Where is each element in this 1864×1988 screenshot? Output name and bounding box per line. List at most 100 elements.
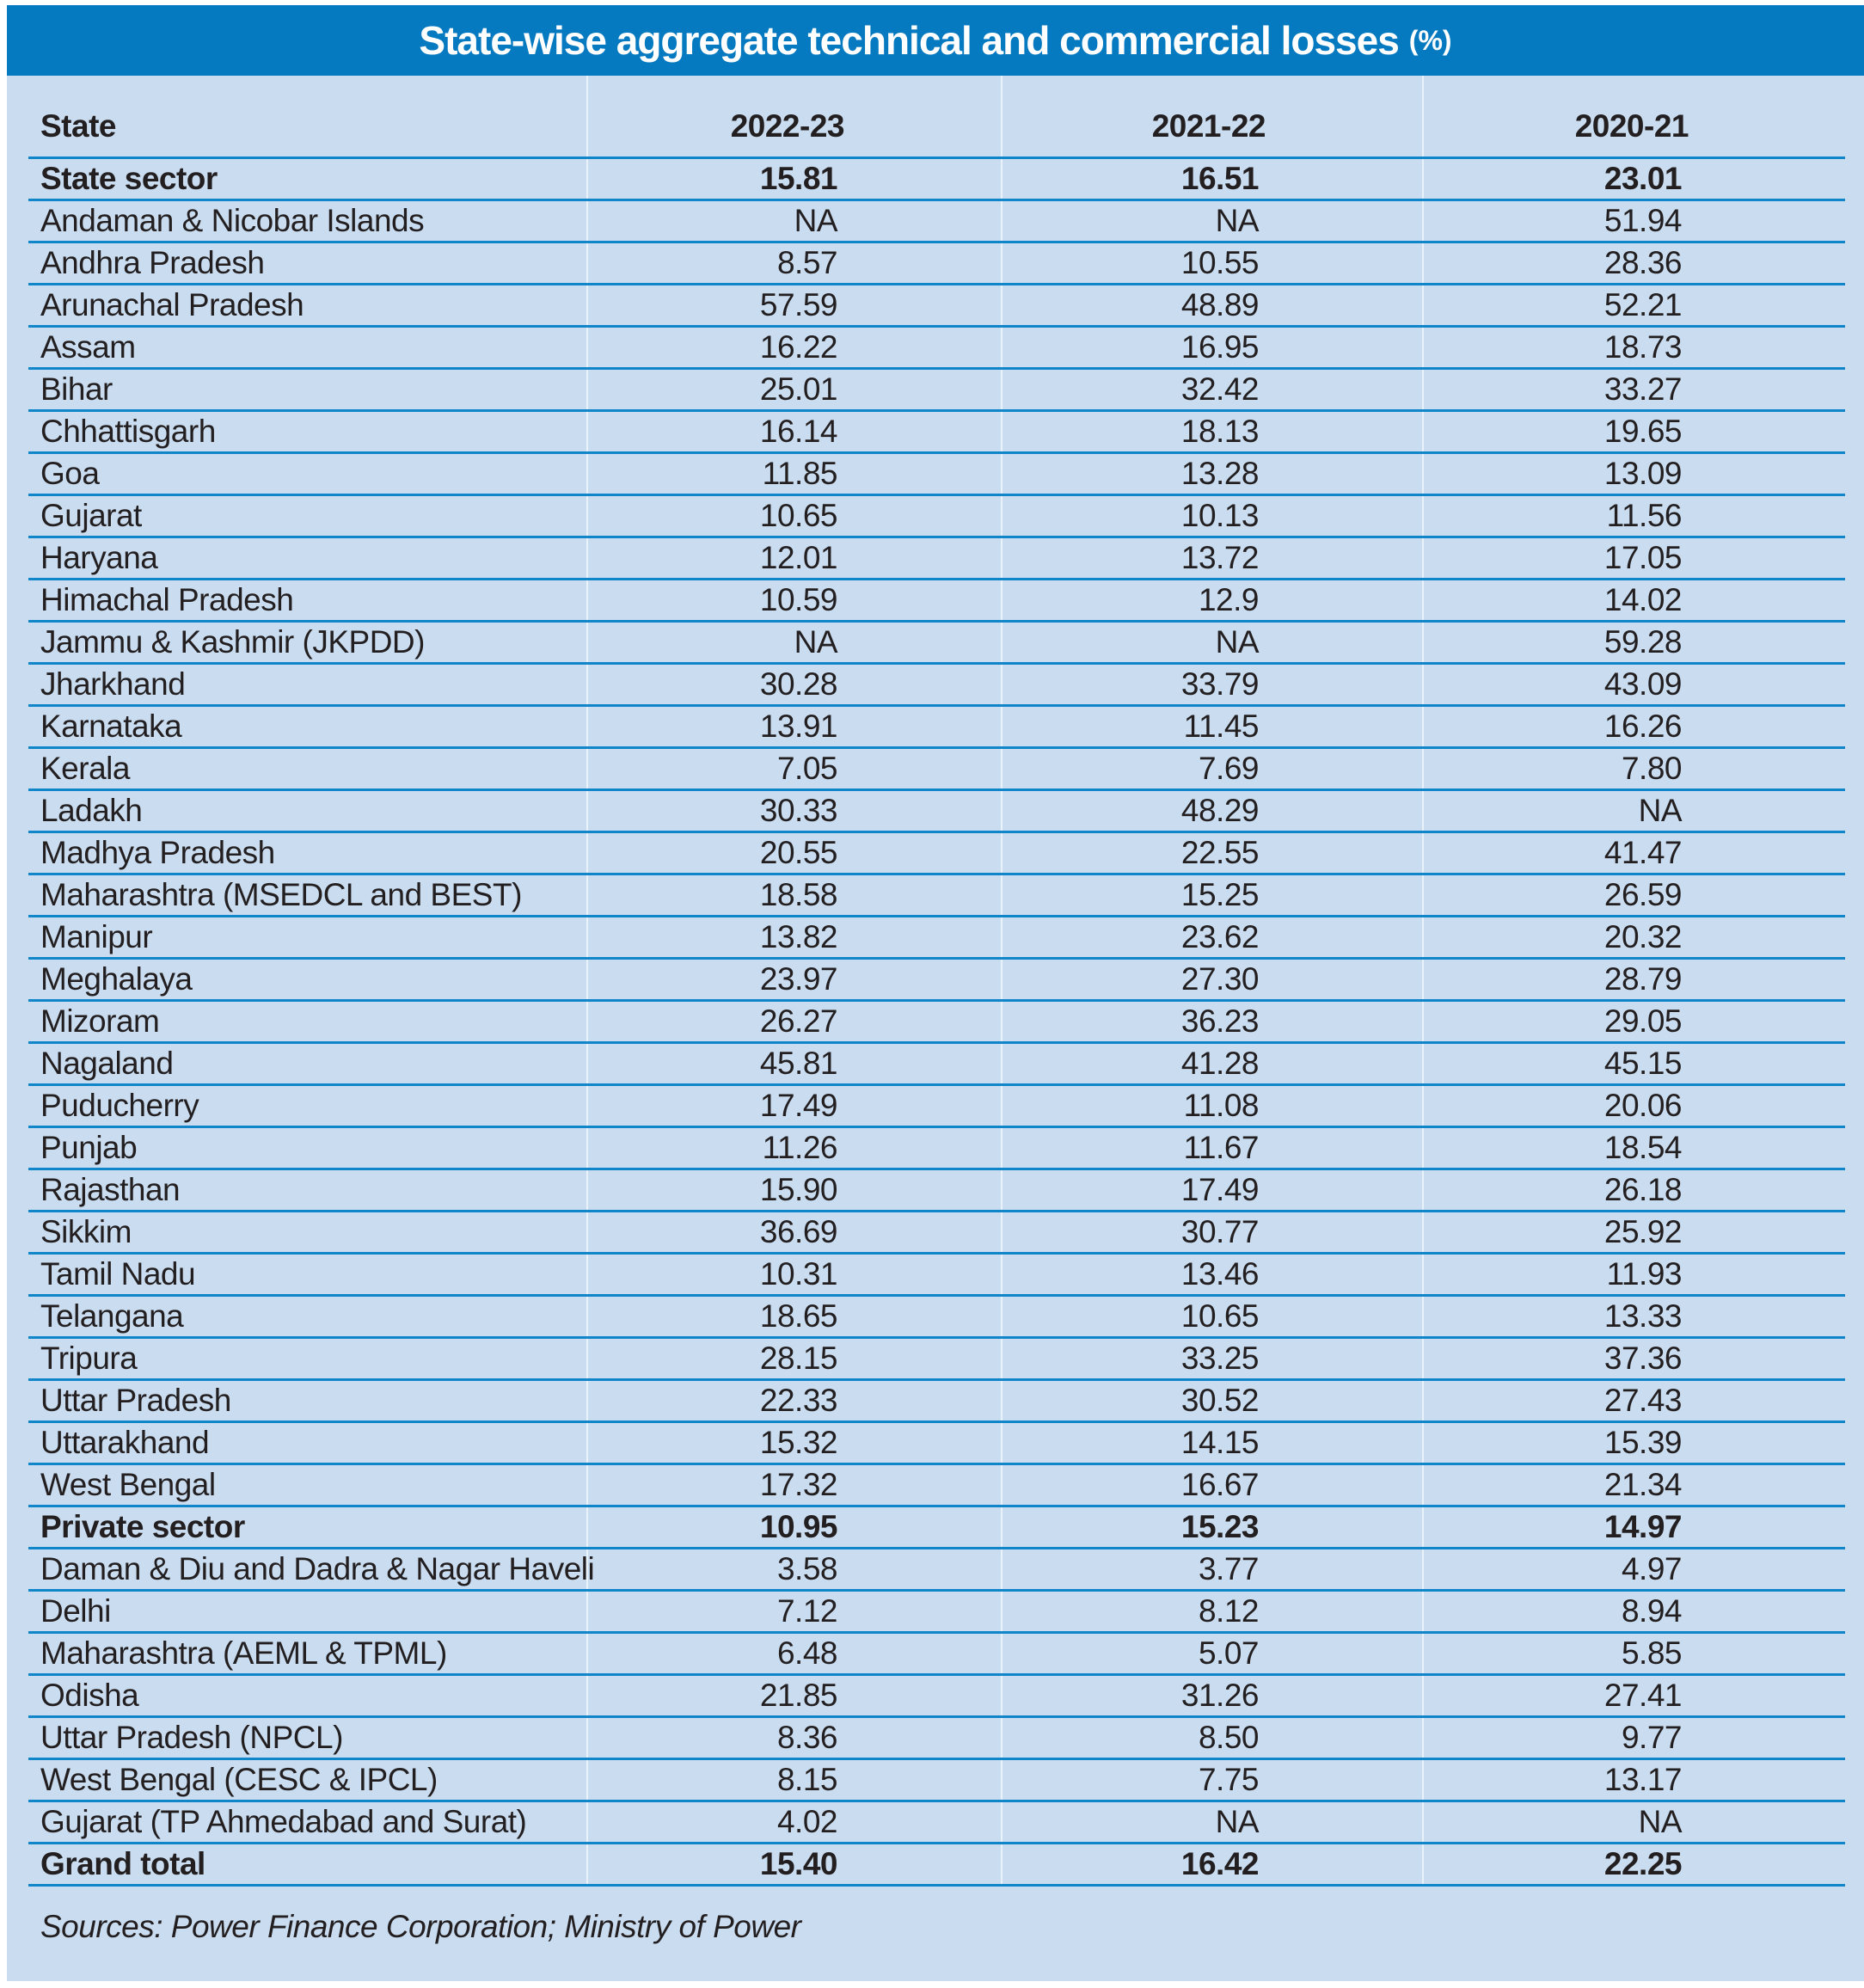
value-cell-2020-21: 43.09 [1422, 663, 1845, 707]
value-cell-2020-21: 15.39 [1422, 1421, 1845, 1465]
value-cell-2021-22: 7.69 [1001, 747, 1423, 791]
value-cell-2021-22: 11.45 [1001, 705, 1423, 749]
table-row: Kerala 7.05 7.69 7.80 [28, 747, 1845, 791]
value-cell-2021-22: 16.67 [1001, 1463, 1423, 1507]
state-cell: Madhya Pradesh [28, 831, 587, 875]
value-cell-2020-21: 7.80 [1422, 747, 1845, 791]
table-row: Bihar 25.01 32.42 33.27 [28, 368, 1845, 412]
value-cell-2020-21: 11.56 [1422, 494, 1845, 538]
state-cell: Telangana [28, 1295, 587, 1339]
value-cell-2022-23: 7.05 [586, 747, 1002, 791]
value-cell-2021-22: 13.28 [1001, 452, 1423, 496]
value-cell-2022-23: 12.01 [586, 537, 1002, 580]
value-cell-2020-21: 21.34 [1422, 1463, 1845, 1507]
state-cell: Rajasthan [28, 1169, 587, 1212]
state-cell: West Bengal [28, 1463, 587, 1507]
value-cell-2020-21: 22.25 [1422, 1843, 1845, 1887]
value-cell-2021-22: 5.07 [1001, 1632, 1423, 1676]
value-cell-2022-23: 11.26 [586, 1126, 1002, 1170]
value-cell-2021-22: 27.30 [1001, 958, 1423, 1002]
state-cell: Sikkim [28, 1211, 587, 1255]
table-row: Nagaland 45.81 41.28 45.15 [28, 1042, 1845, 1086]
value-cell-2020-21: 13.17 [1422, 1758, 1845, 1802]
table-row: Gujarat 10.65 10.13 11.56 [28, 494, 1845, 538]
value-cell-2022-23: 57.59 [586, 284, 1002, 328]
state-cell: Tamil Nadu [28, 1253, 587, 1297]
state-cell: Puducherry [28, 1084, 587, 1128]
value-cell-2022-23: NA [586, 621, 1002, 665]
value-cell-2022-23: 10.59 [586, 579, 1002, 623]
table-row: Chhattisgarh 16.14 18.13 19.65 [28, 410, 1845, 454]
losses-table: State 2022-23 2021-22 2020-21 State sect… [28, 76, 1845, 1887]
table-row: Arunachal Pradesh 57.59 48.89 52.21 [28, 284, 1845, 328]
value-cell-2022-23: 15.40 [586, 1843, 1002, 1887]
value-cell-2020-21: 13.33 [1422, 1295, 1845, 1339]
value-cell-2022-23: 10.65 [586, 494, 1002, 538]
value-cell-2021-22: 17.49 [1001, 1169, 1423, 1212]
value-cell-2022-23: NA [586, 199, 1002, 243]
table-header: State 2022-23 2021-22 2020-21 [28, 76, 1845, 159]
losses-panel: State-wise aggregate technical and comme… [7, 5, 1864, 1981]
value-cell-2020-21: 5.85 [1422, 1632, 1845, 1676]
table-row: Sikkim 36.69 30.77 25.92 [28, 1211, 1845, 1255]
value-cell-2022-23: 10.95 [586, 1506, 1002, 1549]
value-cell-2021-22: 16.42 [1001, 1843, 1423, 1887]
value-cell-2021-22: 15.25 [1001, 874, 1423, 917]
value-cell-2020-21: 28.79 [1422, 958, 1845, 1002]
state-cell: Haryana [28, 537, 587, 580]
column-header-2021-22: 2021-22 [1001, 76, 1423, 159]
table-row: Andaman & Nicobar Islands NA NA 51.94 [28, 199, 1845, 243]
value-cell-2022-23: 10.31 [586, 1253, 1002, 1297]
state-cell: Arunachal Pradesh [28, 284, 587, 328]
value-cell-2022-23: 16.22 [586, 326, 1002, 370]
value-cell-2020-21: 27.43 [1422, 1379, 1845, 1423]
table-row: Uttar Pradesh 22.33 30.52 27.43 [28, 1379, 1845, 1423]
table-row: Meghalaya 23.97 27.30 28.79 [28, 958, 1845, 1002]
value-cell-2022-23: 17.32 [586, 1463, 1002, 1507]
value-cell-2021-22: 30.77 [1001, 1211, 1423, 1255]
state-cell: Karnataka [28, 705, 587, 749]
value-cell-2021-22: 48.89 [1001, 284, 1423, 328]
value-cell-2022-23: 17.49 [586, 1084, 1002, 1128]
value-cell-2020-21: 26.59 [1422, 874, 1845, 917]
value-cell-2022-23: 15.81 [586, 157, 1002, 201]
value-cell-2021-22: 32.42 [1001, 368, 1423, 412]
value-cell-2020-21: 45.15 [1422, 1042, 1845, 1086]
value-cell-2020-21: 29.05 [1422, 1000, 1845, 1044]
value-cell-2021-22: 33.25 [1001, 1337, 1423, 1381]
value-cell-2020-21: 14.02 [1422, 579, 1845, 623]
value-cell-2021-22: 3.77 [1001, 1548, 1423, 1592]
table-row: West Bengal (CESC & IPCL) 8.15 7.75 13.17 [28, 1758, 1845, 1802]
table-row: Himachal Pradesh 10.59 12.9 14.02 [28, 579, 1845, 623]
value-cell-2022-23: 16.14 [586, 410, 1002, 454]
value-cell-2021-22: 10.55 [1001, 242, 1423, 285]
value-cell-2022-23: 15.32 [586, 1421, 1002, 1465]
table-row: Haryana 12.01 13.72 17.05 [28, 537, 1845, 580]
value-cell-2022-23: 8.36 [586, 1716, 1002, 1760]
title-unit: (%) [1408, 24, 1452, 56]
value-cell-2022-23: 30.33 [586, 789, 1002, 833]
header-row: State 2022-23 2021-22 2020-21 [28, 76, 1845, 159]
value-cell-2022-23: 13.82 [586, 916, 1002, 960]
value-cell-2020-21: 9.77 [1422, 1716, 1845, 1760]
title-bar: State-wise aggregate technical and comme… [7, 5, 1864, 76]
value-cell-2020-21: 8.94 [1422, 1590, 1845, 1634]
table-row: Punjab 11.26 11.67 18.54 [28, 1126, 1845, 1170]
state-cell: Meghalaya [28, 958, 587, 1002]
value-cell-2020-21: 37.36 [1422, 1337, 1845, 1381]
table-row: Andhra Pradesh 8.57 10.55 28.36 [28, 242, 1845, 285]
value-cell-2021-22: 7.75 [1001, 1758, 1423, 1802]
source-note: Sources: Power Finance Corporation; Mini… [40, 1909, 801, 1944]
table-row: Mizoram 26.27 36.23 29.05 [28, 1000, 1845, 1044]
value-cell-2020-21: 20.32 [1422, 916, 1845, 960]
value-cell-2022-23: 6.48 [586, 1632, 1002, 1676]
value-cell-2022-23: 45.81 [586, 1042, 1002, 1086]
value-cell-2021-22: 36.23 [1001, 1000, 1423, 1044]
value-cell-2022-23: 7.12 [586, 1590, 1002, 1634]
value-cell-2020-21: 26.18 [1422, 1169, 1845, 1212]
state-cell: Uttarakhand [28, 1421, 587, 1465]
value-cell-2022-23: 25.01 [586, 368, 1002, 412]
state-cell: Daman & Diu and Dadra & Nagar Haveli [28, 1548, 595, 1592]
value-cell-2020-21: 16.26 [1422, 705, 1845, 749]
state-cell: Goa [28, 452, 587, 496]
